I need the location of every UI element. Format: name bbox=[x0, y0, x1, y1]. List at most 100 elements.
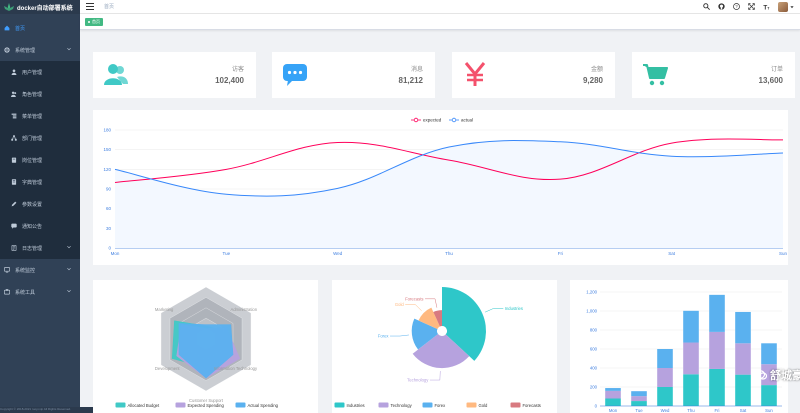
sidebar-item-4[interactable]: 菜单管理 bbox=[0, 105, 80, 127]
card-label: 消息 bbox=[410, 67, 423, 73]
radar-indicator-label: Information Technology bbox=[214, 366, 258, 371]
sidebar-item-0[interactable]: 首页 bbox=[0, 17, 80, 39]
legend-label[interactable]: expected bbox=[423, 118, 442, 123]
legend-swatch[interactable] bbox=[466, 402, 477, 408]
sidebar-item-1[interactable]: 系统管理 bbox=[0, 39, 80, 61]
radar-chart-panel: Sales Administration Information Technolog… bbox=[93, 276, 318, 413]
legend-label[interactable]: Expected Spending bbox=[188, 403, 225, 408]
x-tick-label: Sat bbox=[668, 251, 676, 256]
legend-swatch[interactable] bbox=[422, 402, 433, 408]
panel-card-money[interactable]: 金额 9,280 bbox=[452, 52, 615, 98]
sidebar-item-5[interactable]: 部门管理 bbox=[0, 127, 80, 149]
pie-slice[interactable] bbox=[442, 287, 486, 361]
shopping-cart-icon bbox=[643, 64, 668, 86]
sidebar-item-7[interactable]: 字典管理 bbox=[0, 171, 80, 193]
sidebar-item-10[interactable]: 日志管理 bbox=[0, 237, 80, 259]
sidebar-item-2[interactable]: 用户管理 bbox=[0, 61, 80, 83]
pie-slice[interactable] bbox=[433, 310, 442, 327]
legend-label[interactable]: Allocated Budget bbox=[128, 403, 160, 408]
pie-slice[interactable] bbox=[418, 307, 440, 329]
peoples-icon bbox=[104, 64, 128, 85]
sidebar-item-9[interactable]: 通知公告 bbox=[0, 215, 80, 237]
bar[interactable] bbox=[657, 349, 673, 368]
legend-label[interactable]: Forecasts bbox=[523, 403, 541, 408]
search-icon[interactable] bbox=[703, 3, 710, 10]
sidebar-item-8[interactable]: 参数设置 bbox=[0, 193, 80, 215]
legend-label[interactable]: Actual Spending bbox=[248, 403, 279, 408]
pie-label-line bbox=[390, 334, 409, 337]
y-tick-label: 60 bbox=[106, 206, 112, 211]
watermark-text: 舒城豪杰 bbox=[770, 370, 800, 382]
bar[interactable] bbox=[657, 368, 673, 387]
legend-marker[interactable] bbox=[413, 117, 419, 123]
radar-indicator-label: Administration bbox=[231, 307, 258, 312]
legend-swatch[interactable] bbox=[378, 402, 389, 408]
legend-swatch[interactable] bbox=[334, 402, 345, 408]
money-icon bbox=[464, 62, 486, 86]
bar[interactable] bbox=[735, 374, 751, 406]
fullscreen-icon[interactable] bbox=[748, 3, 755, 10]
github-icon[interactable] bbox=[718, 3, 725, 10]
sidebar-item-label: 系统管理 bbox=[15, 47, 36, 54]
legend-swatch[interactable] bbox=[510, 402, 521, 408]
bar[interactable] bbox=[761, 385, 777, 406]
legend-swatch[interactable] bbox=[175, 402, 186, 408]
bar[interactable] bbox=[631, 391, 647, 397]
line-chart-panel: 0 30 60 90 120 150 180 Mon Tue Wed Thu Fri Sat Sun exp… bbox=[93, 110, 788, 265]
legend-label[interactable]: actual bbox=[461, 118, 473, 123]
bar[interactable] bbox=[605, 390, 621, 399]
bar[interactable] bbox=[683, 310, 699, 343]
bar[interactable] bbox=[657, 387, 673, 406]
panel-card-visitors[interactable]: 访客 102,400 bbox=[93, 52, 256, 98]
bar[interactable] bbox=[605, 398, 621, 406]
legend-swatch[interactable] bbox=[235, 402, 246, 408]
hamburger-icon[interactable] bbox=[86, 3, 94, 10]
sidebar-item-label: 首页 bbox=[15, 25, 26, 32]
tree-table-icon bbox=[11, 113, 17, 119]
breadcrumb[interactable]: 首页 bbox=[104, 4, 115, 10]
bar[interactable] bbox=[683, 342, 699, 375]
panel-card-orders[interactable]: 订单 13,600 bbox=[632, 52, 795, 98]
logo[interactable]: docker自动部署系统 bbox=[0, 0, 80, 14]
peoples-icon bbox=[11, 91, 17, 97]
avatar[interactable] bbox=[778, 1, 788, 12]
pie-label: Forex bbox=[378, 334, 390, 339]
sidebar-item-label: 岗位管理 bbox=[22, 157, 43, 164]
pie-slice[interactable] bbox=[412, 334, 470, 369]
bar[interactable] bbox=[709, 331, 725, 369]
panel-card-messages[interactable]: 消息 81,212 bbox=[272, 52, 435, 98]
question-icon[interactable]: ? bbox=[733, 3, 740, 10]
x-tick-label: Tue bbox=[635, 408, 643, 413]
sidebar-item-3[interactable]: 角色管理 bbox=[0, 83, 80, 105]
sidebar-item-12[interactable]: 系统工具 bbox=[0, 281, 80, 303]
pie-slice[interactable] bbox=[411, 318, 439, 350]
bar[interactable] bbox=[735, 311, 751, 344]
tag-home[interactable]: 首页 bbox=[85, 17, 103, 26]
bar[interactable] bbox=[735, 343, 751, 375]
radar-series bbox=[178, 323, 234, 379]
legend-label[interactable]: Technology bbox=[391, 403, 413, 408]
radar-indicator-label: Marketing bbox=[155, 307, 174, 312]
y-tick-label: 800 bbox=[590, 328, 598, 333]
bar[interactable] bbox=[709, 368, 725, 406]
sidebar-item-label: 菜单管理 bbox=[22, 113, 43, 120]
bar[interactable] bbox=[631, 401, 647, 406]
legend-marker[interactable] bbox=[451, 117, 457, 123]
sidebar-item-label: 通知公告 bbox=[22, 223, 43, 230]
bar[interactable] bbox=[761, 364, 777, 386]
bar[interactable] bbox=[683, 374, 699, 406]
bar[interactable] bbox=[761, 343, 777, 365]
legend-swatch[interactable] bbox=[115, 402, 126, 408]
x-tick-label: Sun bbox=[765, 408, 773, 413]
bar[interactable] bbox=[709, 294, 725, 332]
legend-label[interactable]: Gold bbox=[479, 403, 489, 408]
sidebar-item-11[interactable]: 系统监控 bbox=[0, 259, 80, 281]
bar[interactable] bbox=[631, 396, 647, 402]
sidebar-item-6[interactable]: 岗位管理 bbox=[0, 149, 80, 171]
caret-down-icon[interactable] bbox=[790, 5, 794, 9]
legend-label[interactable]: Industries bbox=[347, 403, 365, 408]
bar[interactable] bbox=[605, 388, 621, 391]
legend-label[interactable]: Forex bbox=[435, 403, 447, 408]
